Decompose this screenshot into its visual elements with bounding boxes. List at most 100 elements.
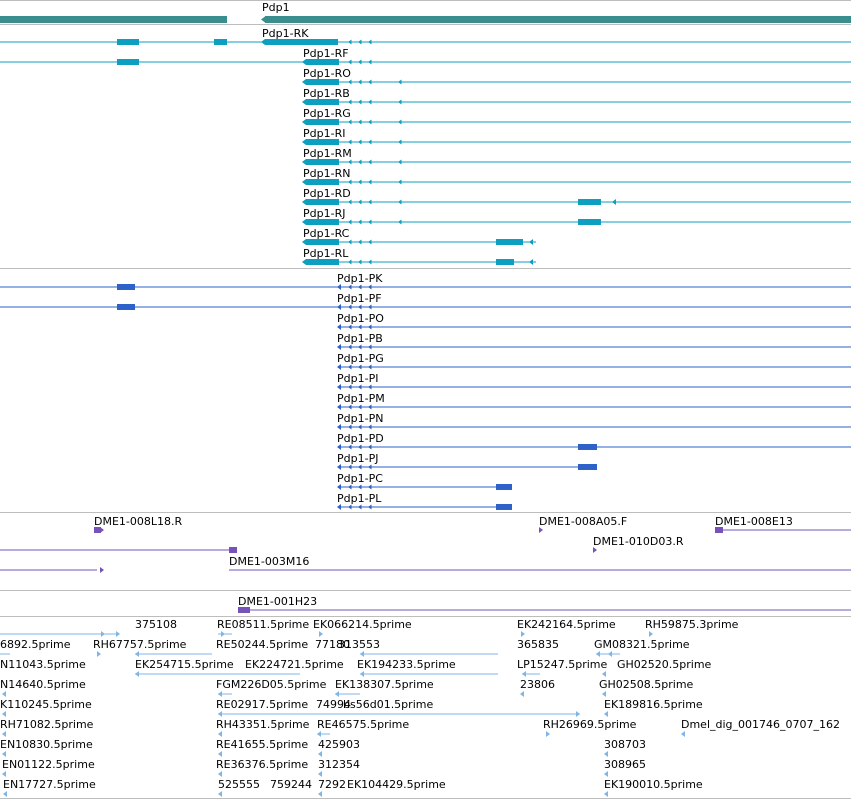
strand-arrow-icon — [302, 179, 306, 185]
strand-arrow-icon — [604, 751, 608, 757]
strand-arrow-icon — [218, 731, 222, 737]
est-label: GH02508.5prime — [599, 678, 694, 691]
strand-arrow-icon — [358, 484, 362, 490]
est-label: 425903 — [318, 738, 360, 751]
strand-arrow-icon — [602, 691, 606, 697]
strand-arrow-icon — [302, 159, 306, 165]
strand-arrow-icon — [358, 259, 362, 265]
strand-arrow-icon — [348, 179, 352, 185]
strand-arrow-icon — [596, 651, 600, 657]
strand-arrow-icon — [358, 404, 362, 410]
strand-arrow-icon — [368, 59, 372, 65]
exon-block — [306, 159, 339, 165]
est-label: 365835 — [517, 638, 559, 651]
clone-block — [94, 527, 101, 533]
est-label: 77180 — [315, 638, 350, 651]
strand-arrow-icon — [368, 324, 372, 330]
est-label: Dmel_dig_001746_0707_162 — [681, 718, 840, 731]
exon-block — [578, 464, 597, 470]
protein-label: Pdp1-PC — [337, 472, 383, 485]
strand-arrow-icon — [681, 731, 685, 737]
strand-arrow-icon — [398, 99, 402, 105]
est-label: LP15247.5prime — [517, 658, 608, 671]
strand-arrow-icon — [368, 344, 372, 350]
strand-arrow-icon — [368, 139, 372, 145]
strand-arrow-icon — [576, 711, 580, 717]
strand-arrow-icon — [368, 119, 372, 125]
strand-arrow-icon — [218, 791, 222, 797]
strand-arrow-icon — [368, 239, 372, 245]
strand-arrow-icon — [368, 484, 372, 490]
exon-block — [306, 139, 339, 145]
est-label: EK224721.5prime — [245, 658, 344, 671]
strand-arrow-icon — [358, 324, 362, 330]
transcript-label: Pdp1-RN — [303, 167, 350, 180]
exon-block — [265, 39, 338, 45]
strand-arrow-icon — [348, 159, 352, 165]
strand-arrow-icon — [368, 444, 372, 450]
strand-arrow-icon — [318, 771, 322, 777]
transcript-label: Pdp1-RO — [303, 67, 351, 80]
est-label: 313553 — [338, 638, 380, 651]
strand-arrow-icon — [368, 219, 372, 225]
strand-arrow-icon — [612, 199, 616, 205]
strand-arrow-icon — [348, 284, 352, 290]
transcript-label: Pdp1-RL — [303, 247, 349, 260]
strand-arrow-icon — [2, 751, 6, 757]
exon-block — [306, 79, 339, 85]
strand-arrow-icon — [358, 284, 362, 290]
est-label: FGM226D05.5prime — [216, 678, 327, 691]
strand-arrow-icon — [398, 159, 402, 165]
est-label: RE02917.5prime — [216, 698, 308, 711]
exon-block — [496, 504, 512, 510]
est-label: RH43351.5prime — [216, 718, 310, 731]
est-label: RE50244.5prime — [216, 638, 308, 651]
strand-arrow-icon — [348, 504, 352, 510]
strand-arrow-icon — [100, 567, 104, 573]
strand-arrow-icon — [348, 119, 352, 125]
est-label: GH02520.5prime — [617, 658, 712, 671]
strand-arrow-icon — [2, 711, 6, 717]
est-label: EK242164.5prime — [517, 618, 616, 631]
est-label: GM08321.5prime — [594, 638, 690, 651]
strand-arrow-icon — [318, 791, 322, 797]
strand-arrow-icon — [368, 304, 372, 310]
strand-arrow-icon — [398, 139, 402, 145]
strand-arrow-icon — [302, 139, 306, 145]
strand-arrow-icon — [348, 79, 352, 85]
gene-block — [265, 16, 851, 23]
strand-arrow-icon — [348, 99, 352, 105]
est-label: EN01122.5prime — [2, 758, 95, 771]
strand-arrow-icon — [368, 99, 372, 105]
est-label: EK190010.5prime — [604, 778, 703, 791]
est-label: bs56d01.5prime — [343, 698, 433, 711]
strand-arrow-icon — [337, 364, 341, 370]
strand-arrow-icon — [348, 404, 352, 410]
strand-arrow-icon — [302, 99, 306, 105]
strand-arrow-icon — [337, 424, 341, 430]
clone-label: DME1-010D03.R — [593, 535, 684, 548]
protein-label: Pdp1-PL — [337, 492, 382, 505]
est-label: EN10830.5prime — [0, 738, 93, 751]
strand-arrow-icon — [649, 631, 653, 637]
est-label: 308965 — [604, 758, 646, 771]
transcript-label: Pdp1-RK — [262, 27, 309, 40]
strand-arrow-icon — [593, 547, 597, 553]
est-label: EK189816.5prime — [604, 698, 703, 711]
strand-arrow-icon — [368, 179, 372, 185]
strand-arrow-icon — [302, 199, 306, 205]
gene-block — [0, 16, 227, 23]
est-label: 312354 — [318, 758, 360, 771]
strand-arrow-icon — [348, 324, 352, 330]
clone-label: DME1-003M16 — [229, 555, 309, 568]
strand-arrow-icon — [261, 39, 265, 45]
strand-arrow-icon — [604, 711, 608, 717]
strand-arrow-icon — [337, 484, 341, 490]
exon-block — [117, 284, 135, 290]
est-label: 525555 — [218, 778, 260, 791]
protein-label: Pdp1-PO — [337, 312, 384, 325]
strand-arrow-icon — [302, 219, 306, 225]
strand-arrow-icon — [358, 239, 362, 245]
strand-arrow-icon — [348, 199, 352, 205]
strand-arrow-icon — [348, 219, 352, 225]
